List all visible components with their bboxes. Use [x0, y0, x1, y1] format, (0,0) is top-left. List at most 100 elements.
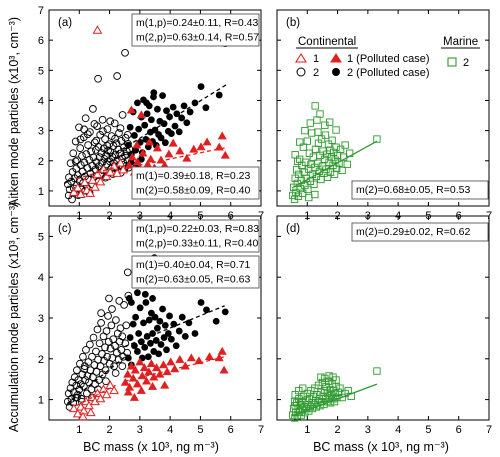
point-square-open	[332, 143, 340, 151]
point-square-open	[305, 149, 314, 157]
point-square-open	[309, 153, 317, 161]
point-square-open	[326, 118, 334, 126]
point-triangle-open	[105, 167, 116, 176]
point-circle-open	[111, 369, 120, 377]
point-triangle-filled	[123, 387, 133, 396]
y-tick-label: 7	[38, 5, 44, 17]
point-circle-open	[89, 333, 98, 342]
y-tick-label: 6	[38, 35, 44, 47]
point-triangle-filled	[136, 386, 146, 394]
point-circle-open	[95, 339, 104, 348]
fit-line	[124, 305, 225, 348]
point-square-open	[311, 145, 320, 153]
y-tick-label: 2	[38, 156, 44, 168]
point-triangle-filled	[132, 157, 142, 166]
point-square-open	[293, 166, 301, 174]
point-circle-filled	[163, 107, 170, 115]
point-circle-filled	[202, 104, 210, 112]
point-circle-filled	[173, 110, 181, 118]
point-circle-filled	[143, 99, 150, 107]
point-circle-filled	[134, 348, 141, 355]
point-circle-filled	[143, 110, 151, 118]
point-circle-open	[80, 125, 88, 134]
point-circle-open	[101, 366, 110, 375]
ylabel-top: Aitken mode particles (x10³, cm⁻³)	[7, 17, 21, 207]
point-circle-filled	[178, 313, 186, 321]
legend-marine-title: Marine	[443, 36, 478, 48]
point-triangle-filled	[146, 154, 156, 163]
panel-label: (b)	[286, 17, 300, 29]
point-circle-filled	[126, 123, 134, 131]
point-circle-open	[73, 393, 81, 402]
point-circle-filled	[171, 122, 179, 130]
point-circle-open	[76, 135, 85, 144]
legend-marker-square-open	[447, 57, 457, 67]
point-circle-filled	[131, 342, 138, 350]
point-circle-open	[105, 140, 114, 149]
point-square-open	[303, 137, 311, 145]
point-circle-filled	[141, 290, 149, 298]
point-square-open	[301, 126, 309, 135]
point-triangle-filled	[166, 357, 176, 366]
point-circle-filled	[183, 119, 191, 127]
legend-label-marine-2: 2	[463, 57, 469, 69]
y-tick-label: 2	[38, 354, 44, 366]
point-circle-open	[118, 111, 127, 119]
x-tick-label: 4	[167, 424, 173, 436]
legend-marker-circle-open	[296, 67, 306, 77]
point-circle-open	[67, 394, 76, 403]
annotation-text: m(1,p)=0.24±0.11, R=0.43	[136, 17, 258, 29]
point-circle-filled	[135, 330, 143, 337]
point-triangle-filled	[149, 372, 159, 381]
fit-line	[66, 354, 129, 405]
point-circle-open	[82, 345, 90, 354]
point-circle-open	[97, 309, 105, 317]
point-triangle-open	[90, 182, 100, 191]
point-circle-filled	[180, 102, 188, 110]
point-triangle-filled	[128, 373, 138, 382]
point-square-open	[307, 386, 315, 395]
plot-frame	[48, 9, 262, 207]
legend-label-1: 1	[313, 53, 319, 65]
point-circle-filled	[157, 341, 165, 348]
point-circle-open	[107, 321, 116, 330]
point-triangle-open	[95, 393, 106, 403]
point-circle-open	[89, 373, 97, 382]
point-square-open	[305, 193, 313, 202]
point-circle-open	[79, 352, 87, 361]
legend-marker-circle-filled	[332, 68, 340, 76]
point-triangle-filled	[136, 110, 146, 119]
y-tick-label: 4	[38, 272, 44, 284]
legend-label-1-polluted: 1 (Polluted case)	[347, 53, 430, 65]
point-square-open	[330, 170, 339, 178]
fit-line	[291, 140, 378, 189]
point-circle-filled	[137, 338, 145, 346]
xlabel-right: BC mass (x 10³, ng m⁻³)	[313, 440, 449, 454]
point-circle-filled	[142, 299, 150, 306]
point-square-open	[296, 138, 304, 146]
point-square-open	[308, 129, 316, 137]
point-triangle-open	[92, 169, 103, 178]
point-triangle-open	[75, 189, 86, 199]
point-circle-filled	[169, 103, 177, 111]
point-circle-open	[96, 362, 105, 370]
point-triangle-filled	[168, 138, 178, 147]
annotation-text: m(2)=0.68±0.05, R=0.53	[356, 184, 470, 196]
point-circle-filled	[157, 134, 165, 142]
point-circle-open	[108, 305, 116, 313]
point-triangle-filled	[219, 365, 229, 374]
point-triangle-open	[92, 388, 103, 397]
point-square-open	[313, 116, 321, 124]
y-tick-label: 1	[38, 186, 44, 198]
x-tick-label: 5	[197, 424, 203, 436]
point-square-open	[311, 102, 319, 110]
point-square-open	[326, 168, 335, 176]
point-circle-filled	[185, 319, 193, 327]
point-circle-open	[97, 319, 105, 327]
point-circle-filled	[151, 313, 159, 321]
point-triangle-filled	[152, 143, 162, 152]
point-circle-open	[76, 359, 84, 368]
point-circle-open	[106, 157, 114, 166]
ylabel-bottom: Accumulation mode particles (x10³, cm⁻³)	[7, 202, 21, 432]
point-circle-filled	[167, 130, 175, 138]
